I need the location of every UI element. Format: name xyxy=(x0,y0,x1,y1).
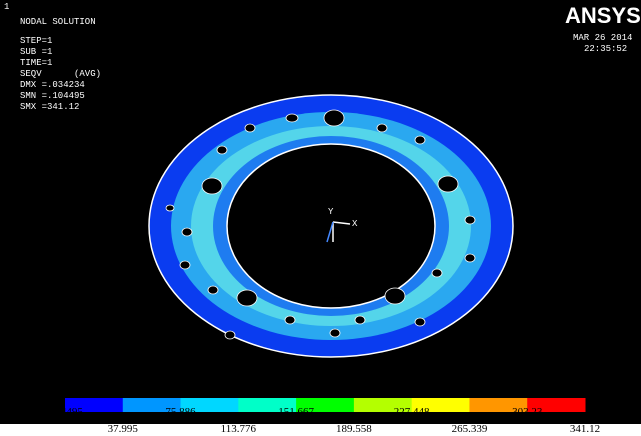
date: MAR 26 2014 xyxy=(573,33,632,43)
info-line: SEQV (AVG) xyxy=(20,69,101,79)
legend-label: 265.339 xyxy=(452,423,488,435)
triad-x: X xyxy=(352,219,358,229)
legend-label: 75.886 xyxy=(165,406,196,418)
legend-label: 303.23 xyxy=(512,406,543,418)
window-number: 1 xyxy=(4,2,9,12)
legend-label: 189.558 xyxy=(336,423,372,435)
legend-label: 151.667 xyxy=(278,406,314,418)
info-line: NODAL SOLUTION xyxy=(20,17,96,27)
info-line: SMN =.104495 xyxy=(20,91,85,101)
legend-label: 37.995 xyxy=(108,423,139,435)
info-line: SUB =1 xyxy=(20,47,52,57)
legend-label: 341.12 xyxy=(570,423,600,435)
info-line: SMX =341.12 xyxy=(20,102,79,112)
time: 22:35:52 xyxy=(584,44,627,54)
model xyxy=(149,95,513,357)
info-line: DMX =.034234 xyxy=(20,80,85,90)
logo: ANSYS xyxy=(565,3,641,28)
triad-y: Y xyxy=(328,207,334,217)
info-line: STEP=1 xyxy=(20,36,52,46)
legend-label: 227.448 xyxy=(394,406,430,418)
legend-label: .104495 xyxy=(47,406,83,418)
info-line: TIME=1 xyxy=(20,58,52,68)
ansys-screen: 1 NODAL SOLUTION STEP=1 SUB =1 TIME=1 SE… xyxy=(0,0,641,436)
legend-label: 113.776 xyxy=(221,423,257,435)
